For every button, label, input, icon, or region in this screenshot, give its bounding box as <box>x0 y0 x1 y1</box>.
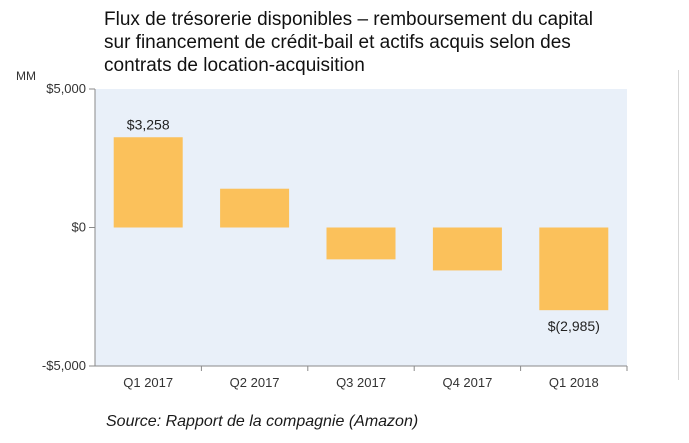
x-tick-label: Q1 2018 <box>549 375 599 390</box>
data-label: $(2,985) <box>548 318 600 334</box>
chart-title-line-3: contrats de location-acquisition <box>104 55 365 76</box>
y-tick-label: $0 <box>72 220 86 235</box>
chart-title: Flux de trésorerie disponibles – rembour… <box>104 8 664 77</box>
x-tick-label: Q1 2017 <box>123 375 173 390</box>
y-tick-label: $5,000 <box>46 81 86 96</box>
data-label: $3,258 <box>127 116 170 132</box>
x-tick-label: Q2 2017 <box>230 375 280 390</box>
y-tick-label: -$5,000 <box>42 358 86 373</box>
bar <box>113 137 183 228</box>
decorative-divider <box>678 70 679 380</box>
chart-title-line-1: Flux de trésorerie disponibles – rembour… <box>104 9 593 30</box>
chart-title-line-2: sur financement de crédit-bail et actifs… <box>104 32 571 53</box>
bar <box>326 227 396 260</box>
bar <box>220 188 290 228</box>
bar <box>539 227 609 311</box>
bar <box>432 227 502 271</box>
y-axis-unit-label: MM <box>16 69 36 83</box>
source-note: Source: Rapport de la compagnie (Amazon) <box>106 413 419 430</box>
x-tick-label: Q4 2017 <box>442 375 492 390</box>
x-tick-label: Q3 2017 <box>336 375 386 390</box>
